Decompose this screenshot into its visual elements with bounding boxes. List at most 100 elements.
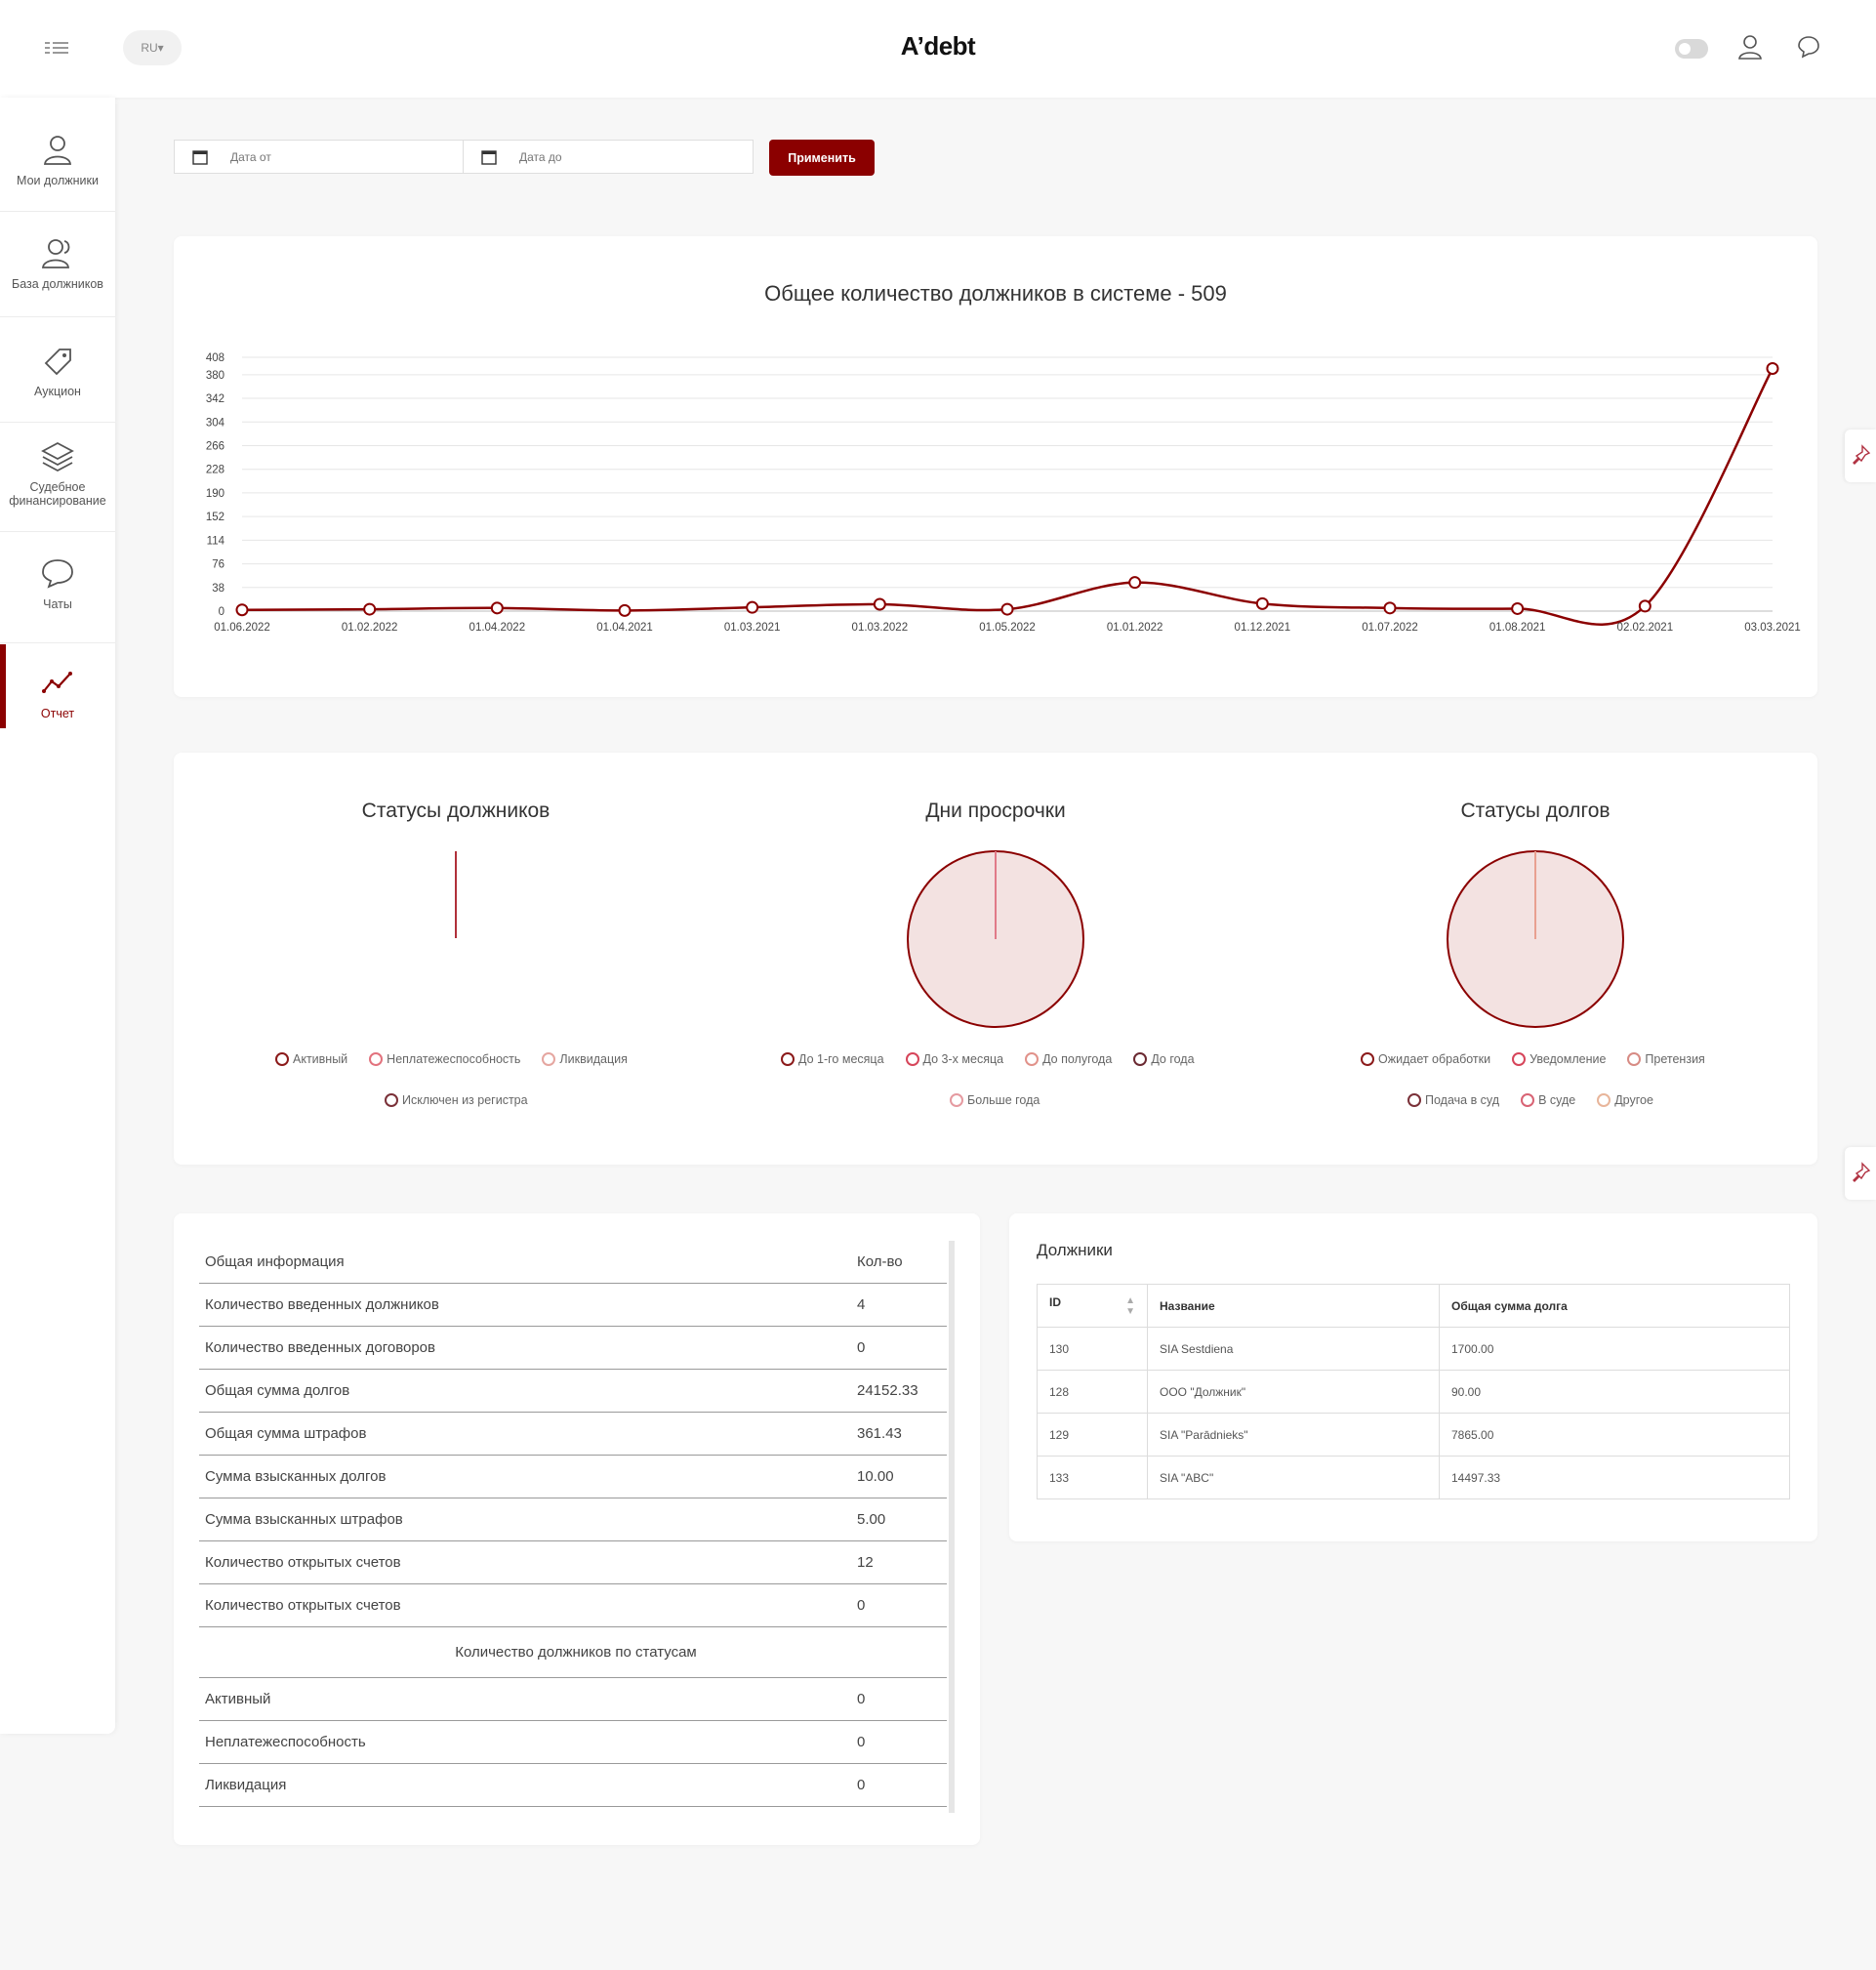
table-row: Количество открытых счетов 0: [199, 1583, 947, 1627]
sidebar-item-my-debtors[interactable]: Мои должники: [0, 131, 115, 212]
legend-item[interactable]: Претензия: [1627, 1052, 1705, 1066]
legend-item[interactable]: Другое: [1597, 1093, 1653, 1107]
legend-item[interactable]: Уведомление: [1512, 1052, 1606, 1066]
pin-icon: [1853, 1162, 1871, 1182]
calendar-icon: [481, 150, 497, 165]
scrollbar[interactable]: [949, 1241, 955, 1813]
data-point[interactable]: [490, 601, 504, 615]
legend-item[interactable]: Подача в суд: [1407, 1093, 1499, 1107]
section-row: Количество должников по статусам: [199, 1626, 947, 1678]
x-tick-label: 01.04.2021: [596, 622, 653, 634]
data-point[interactable]: [1128, 576, 1142, 590]
table-row[interactable]: 130 SIA Sestdiena 1700.00: [1037, 1327, 1790, 1371]
row-value: 12: [851, 1540, 947, 1584]
legend-debtor-statuses-row2: Исключен из регистра: [385, 1093, 528, 1107]
legend-item[interactable]: Ликвидация: [542, 1052, 628, 1066]
legend-overdue-days-row1: До 1-го месяца До 3-х месяца До полугода…: [781, 1052, 1195, 1066]
legend-item[interactable]: Неплатежеспособность: [369, 1052, 520, 1066]
data-point[interactable]: [1000, 602, 1014, 616]
language-selector[interactable]: RU▾: [123, 30, 182, 65]
table-header-row: ID ▲ ▼ Название Общая сумма долга: [1037, 1284, 1790, 1328]
legend-item[interactable]: В суде: [1521, 1093, 1575, 1107]
data-point[interactable]: [746, 600, 759, 614]
data-point[interactable]: [873, 597, 886, 611]
trend-icon: [42, 672, 72, 693]
table-row[interactable]: 133 SIA "ABC" 14497.33: [1037, 1456, 1790, 1499]
y-tick-label: 266: [206, 440, 224, 452]
x-tick-label: 01.05.2022: [979, 622, 1036, 634]
cell-id: 130: [1037, 1327, 1148, 1371]
chat-icon: [42, 559, 73, 589]
cell-total: 90.00: [1439, 1370, 1790, 1414]
sidebar-item-court-financing[interactable]: Судебное финансирование: [0, 437, 115, 532]
table-row[interactable]: 129 SIA "Parādnieks" 7865.00: [1037, 1413, 1790, 1457]
data-point[interactable]: [618, 603, 632, 617]
cell-id: 129: [1037, 1413, 1148, 1457]
legend-label: Исключен из регистра: [402, 1093, 528, 1107]
column-header-name[interactable]: Название: [1147, 1284, 1440, 1328]
row-value: 4: [851, 1283, 947, 1327]
legend-debt-statuses-row1: Ожидает обработки Уведомление Претензия: [1361, 1052, 1705, 1066]
column-header-total[interactable]: Общая сумма долга: [1439, 1284, 1790, 1328]
row-value: 0: [851, 1583, 947, 1627]
legend-item[interactable]: Ожидает обработки: [1361, 1052, 1490, 1066]
menu-icon[interactable]: [43, 37, 72, 59]
date-from-input[interactable]: [228, 146, 447, 168]
legend-marker-icon: [1361, 1052, 1374, 1066]
row-label: Количество открытых счетов: [199, 1540, 851, 1584]
pie-charts-svg: [455, 850, 1624, 1028]
legend-label: Другое: [1614, 1093, 1653, 1107]
date-from-field[interactable]: [174, 140, 465, 174]
cell-name: ООО "Должник": [1147, 1370, 1440, 1414]
legend-item[interactable]: До полугода: [1025, 1052, 1112, 1066]
sidebar-item-report[interactable]: Отчет: [0, 644, 115, 728]
data-point[interactable]: [1511, 601, 1525, 615]
data-point[interactable]: [235, 603, 249, 617]
legend-item[interactable]: До 1-го месяца: [781, 1052, 884, 1066]
legend-item[interactable]: Больше года: [950, 1093, 1040, 1107]
legend-item[interactable]: Исключен из регистра: [385, 1093, 528, 1107]
x-tick-label: 01.02.2022: [342, 622, 398, 634]
legend-item[interactable]: Активный: [275, 1052, 347, 1066]
profile-icon[interactable]: [1736, 33, 1764, 61]
row-value: 0: [851, 1763, 947, 1807]
legend-marker-icon: [950, 1093, 963, 1107]
apply-button[interactable]: Применить: [769, 140, 875, 176]
legend-item[interactable]: До 3-х месяца: [905, 1052, 1003, 1066]
legend-marker-icon: [369, 1052, 384, 1066]
sidebar-item-debtor-base[interactable]: База должников: [0, 234, 115, 317]
legend-item[interactable]: До года: [1133, 1052, 1195, 1066]
y-tick-label: 114: [207, 535, 225, 547]
legend-label: Ликвидация: [559, 1052, 628, 1066]
cell-name: SIA "Parādnieks": [1147, 1413, 1440, 1457]
date-to-field[interactable]: [463, 140, 754, 174]
column-header-id[interactable]: ID ▲ ▼: [1037, 1284, 1148, 1328]
sidebar-item-chats[interactable]: Чаты: [0, 554, 115, 643]
date-to-input[interactable]: [517, 146, 736, 168]
row-value: 0: [851, 1720, 947, 1764]
row-value: 0: [851, 1326, 947, 1370]
floating-pin-tab[interactable]: [1845, 430, 1876, 482]
column-header-label: ID: [1049, 1294, 1061, 1309]
theme-toggle[interactable]: [1675, 39, 1708, 59]
sidebar-item-auction[interactable]: Аукцион: [0, 342, 115, 423]
data-point[interactable]: [1638, 599, 1652, 613]
table-row: Активный 0: [199, 1677, 947, 1721]
sort-icon[interactable]: ▲ ▼: [1125, 1294, 1135, 1317]
data-point[interactable]: [1766, 361, 1779, 375]
table-row[interactable]: 128 ООО "Должник" 90.00: [1037, 1370, 1790, 1414]
row-label: Сумма взысканных штрафов: [199, 1498, 851, 1541]
floating-pin-tab[interactable]: [1845, 1147, 1876, 1200]
brand-logo[interactable]: A’debt: [900, 31, 976, 61]
row-label: Ликвидация: [199, 1763, 851, 1807]
legend-marker-icon: [1512, 1052, 1527, 1066]
legend-marker-icon: [1627, 1052, 1642, 1066]
table-row: Сумма взысканных долгов 10.00: [199, 1455, 947, 1498]
users-icon: [42, 239, 70, 268]
data-point[interactable]: [1383, 601, 1397, 615]
data-point[interactable]: [1255, 596, 1269, 610]
debtors-table: ID ▲ ▼ Название Общая сумма долга 130 SIA S…: [1037, 1284, 1790, 1499]
chat-icon[interactable]: [1795, 33, 1822, 61]
data-point[interactable]: [363, 602, 377, 616]
debtors-title: Должники: [1037, 1241, 1113, 1259]
